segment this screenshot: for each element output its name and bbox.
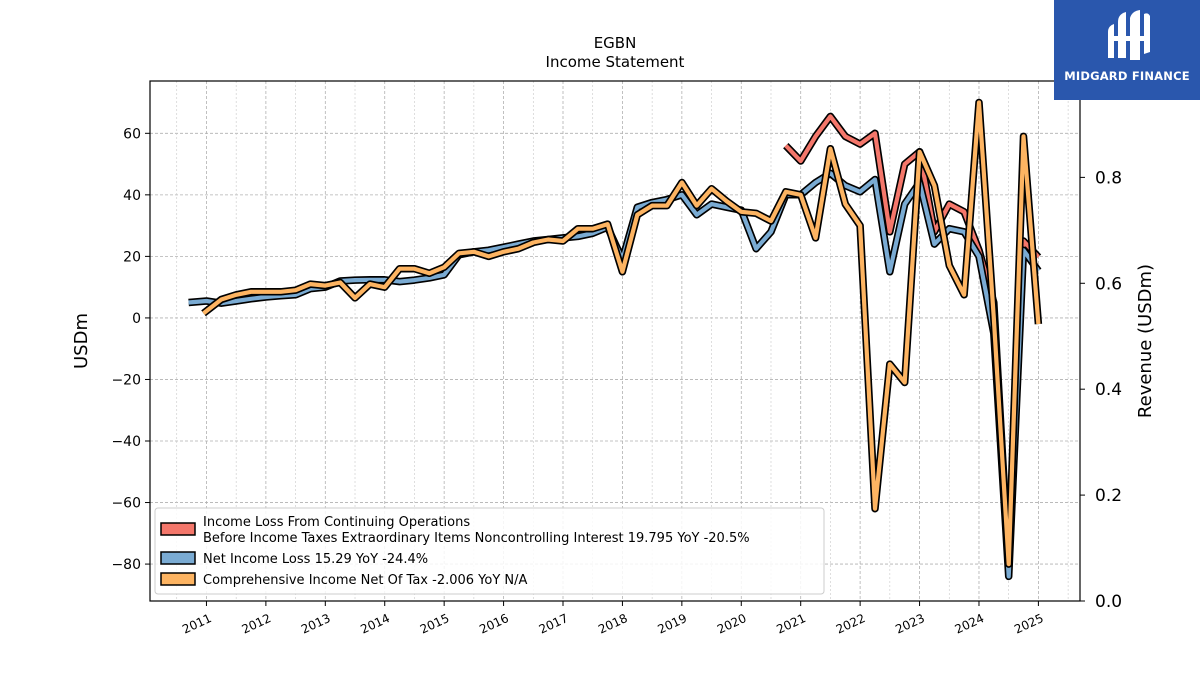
legend-swatch-comprehensive-income	[160, 572, 196, 586]
brand-logo: MIDGARD FINANCE	[1054, 0, 1200, 100]
x-tick-label: 2016	[477, 611, 511, 637]
y-tick-label: 0	[132, 311, 141, 327]
x-tick-label: 2020	[715, 611, 749, 637]
legend-label-income-loss: Income Loss From Continuing Operations	[203, 515, 470, 530]
x-tick-label: 2012	[240, 611, 274, 637]
y2-tick-label: 0.8	[1095, 168, 1122, 188]
midgard-logo-icon	[1108, 10, 1150, 60]
y-tick-label: 40	[123, 188, 141, 204]
chart-subtitle: Income Statement	[546, 53, 685, 71]
y-tick-label: 60	[123, 126, 141, 142]
y-tick-label: −40	[111, 434, 141, 450]
x-tick-label: 2015	[418, 611, 452, 637]
legend-swatch-income-loss	[160, 522, 196, 536]
plot-frame	[149, 80, 1081, 602]
y-tick-label: 20	[123, 249, 141, 265]
x-tick-label: 2018	[596, 611, 630, 637]
brand-name: MIDGARD FINANCE	[1064, 69, 1190, 83]
y2-tick-label: 0.4	[1095, 380, 1122, 400]
legend-swatch-net-income	[160, 551, 196, 565]
y2-tick-label: 0.2	[1095, 486, 1122, 506]
x-tick-label: 2025	[1012, 611, 1046, 637]
series-lines	[188, 98, 1043, 581]
y-axis-label: USDm	[71, 313, 92, 369]
x-tick-label: 2021	[774, 611, 808, 637]
y-axis-left: −80 −60 −40 −20 0 20 40 60	[111, 126, 150, 573]
x-tick-label: 2022	[834, 611, 868, 637]
y-tick-label: −80	[111, 557, 141, 573]
x-tick-label: 2011	[180, 611, 214, 637]
y2-tick-label: 0.0	[1095, 592, 1122, 612]
y-tick-label: −20	[111, 372, 141, 388]
x-tick-label: 2024	[953, 611, 987, 637]
legend-box	[154, 507, 825, 595]
x-tick-label: 2023	[893, 611, 927, 637]
x-tick-label: 2014	[358, 611, 392, 637]
x-tick-label: 2013	[299, 611, 333, 637]
y-tick-label: −60	[111, 496, 141, 512]
x-axis: 2011 2012 2013 2014 2015 2016 2017 2018 2019 2020…	[180, 601, 1046, 637]
legend-label-income-loss-line2: Before Income Taxes Extraordinary Items …	[203, 531, 750, 546]
y2-axis-label: Revenue (USDm)	[1135, 264, 1156, 418]
y-axis-right: 0.0 0.2 0.4 0.6 0.8	[1080, 168, 1122, 612]
series-line-outline-2	[201, 98, 1043, 568]
y2-tick-label: 0.6	[1095, 274, 1122, 294]
legend-label-comprehensive-income: Comprehensive Income Net Of Tax -2.006 Y…	[203, 573, 528, 588]
x-tick-label: 2019	[656, 611, 690, 637]
legend: Income Loss From Continuing Operations B…	[154, 507, 825, 595]
chart-title: EGBN	[594, 34, 637, 52]
x-tick-label: 2017	[537, 611, 571, 637]
legend-label-net-income: Net Income Loss 15.29 YoY -24.4%	[203, 552, 428, 567]
series-line-2	[202, 100, 1041, 567]
